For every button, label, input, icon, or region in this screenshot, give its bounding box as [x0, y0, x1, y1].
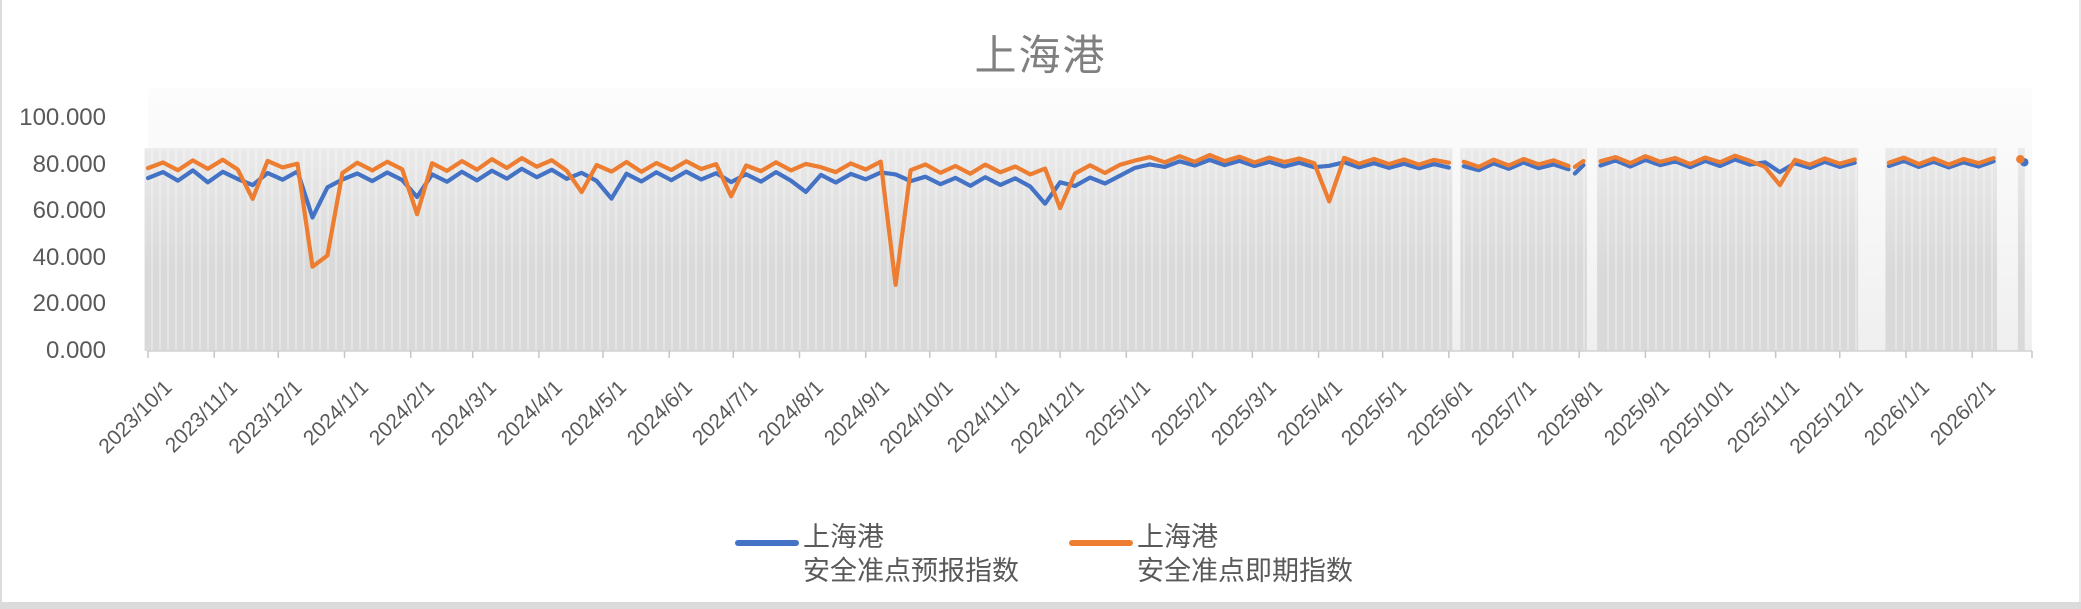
- window-edge-bottom: [0, 602, 2081, 609]
- y-axis-label: 60.000: [32, 197, 106, 225]
- legend-label-line2: 安全准点即期指数: [1137, 556, 1353, 586]
- chart-title: 上海港: [974, 32, 1107, 79]
- legend-label-forecast: 上海港 安全准点预报指数: [803, 520, 1019, 588]
- legend-label-line1: 上海港: [803, 522, 884, 552]
- window-edge-right: [2079, 0, 2081, 609]
- spot-line-swatch: [1069, 540, 1133, 546]
- forecast-line-swatch: [735, 540, 799, 546]
- y-axis-label: 80.000: [32, 150, 106, 178]
- window-edge-left: [0, 0, 2, 609]
- x-axis: [147, 350, 2033, 358]
- y-axis-label: 40.000: [32, 243, 106, 271]
- y-axis-label: 0.000: [45, 337, 106, 364]
- legend-label-line1: 上海港: [1137, 522, 1218, 552]
- background-band-bars: [144, 148, 2025, 351]
- legend-label-line2: 安全准点预报指数: [803, 556, 1019, 586]
- data-series-lines: [145, 152, 2029, 287]
- legend-label-spot: 上海港 安全准点即期指数: [1137, 520, 1353, 588]
- y-axis-label: 20.000: [32, 290, 106, 318]
- y-axis-label: 100.000: [19, 104, 106, 131]
